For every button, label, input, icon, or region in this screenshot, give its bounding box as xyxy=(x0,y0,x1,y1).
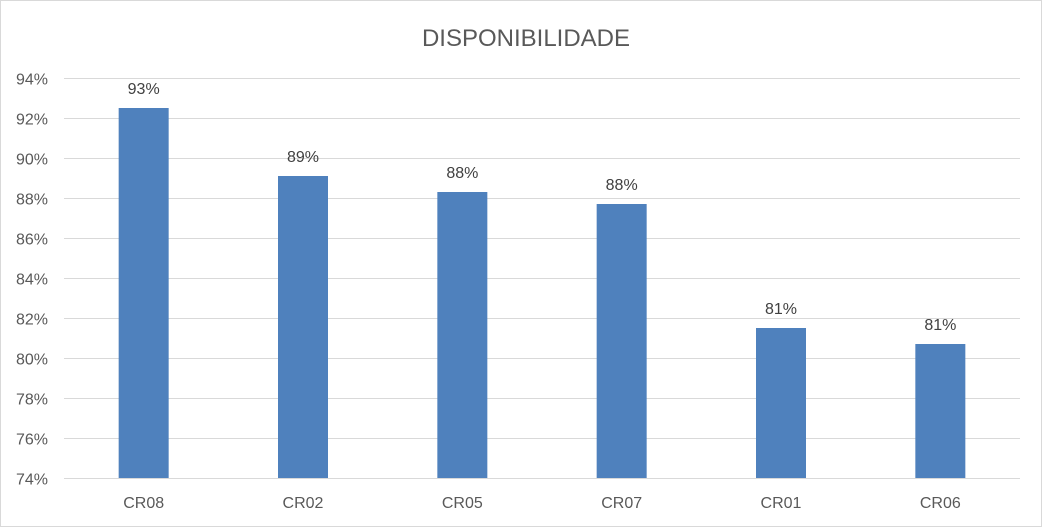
y-tick-label: 86% xyxy=(16,232,48,249)
x-axis-ticks: CR08 CR02 CR05 CR07 CR01 CR06 xyxy=(123,495,961,512)
y-axis-ticks: 74% 76% 78% 80% 82% 84% 86% 88% 90% 92% 94% xyxy=(16,72,48,489)
y-tick-label: 90% xyxy=(16,152,48,169)
data-label: 93% xyxy=(128,81,160,98)
bar-cr05 xyxy=(437,192,488,478)
y-tick-label: 78% xyxy=(16,392,48,409)
y-tick-label: 76% xyxy=(16,432,48,449)
chart-title: DISPONIBILIDADE xyxy=(422,25,630,52)
bar-cr07 xyxy=(596,204,647,478)
x-tick-label: CR05 xyxy=(442,495,483,512)
x-tick-label: CR08 xyxy=(123,495,164,512)
data-label: 88% xyxy=(606,177,638,194)
y-tick-label: 82% xyxy=(16,312,48,329)
x-tick-label: CR06 xyxy=(920,495,961,512)
bar-cr06 xyxy=(915,344,966,478)
y-tick-label: 80% xyxy=(16,352,48,369)
x-tick-label: CR01 xyxy=(761,495,802,512)
data-label: 88% xyxy=(446,165,478,182)
y-tick-label: 74% xyxy=(16,472,48,489)
y-tick-label: 94% xyxy=(16,72,48,89)
data-labels: 93% 89% 88% 88% 81% 81% xyxy=(128,81,957,334)
data-label: 81% xyxy=(765,301,797,318)
y-tick-label: 92% xyxy=(16,112,48,129)
data-label: 89% xyxy=(287,149,319,166)
x-tick-label: CR02 xyxy=(283,495,324,512)
bar-cr08 xyxy=(118,108,169,478)
bar-cr01 xyxy=(756,328,806,478)
y-tick-label: 88% xyxy=(16,192,48,209)
y-tick-label: 84% xyxy=(16,272,48,289)
gridlines xyxy=(64,78,1020,479)
bar-cr02 xyxy=(278,176,328,478)
bars xyxy=(118,108,966,478)
data-label: 81% xyxy=(924,317,956,334)
x-tick-label: CR07 xyxy=(601,495,642,512)
